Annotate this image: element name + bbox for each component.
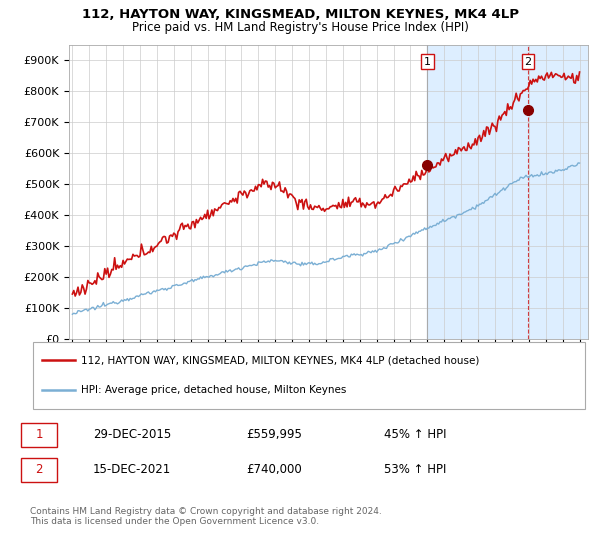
Text: 1: 1	[35, 428, 43, 441]
Text: 29-DEC-2015: 29-DEC-2015	[93, 428, 171, 441]
Text: 53% ↑ HPI: 53% ↑ HPI	[384, 463, 446, 476]
Text: 2: 2	[35, 463, 43, 476]
Bar	[427, 45, 596, 339]
Text: £740,000: £740,000	[246, 463, 302, 476]
Text: 112, HAYTON WAY, KINGSMEAD, MILTON KEYNES, MK4 4LP: 112, HAYTON WAY, KINGSMEAD, MILTON KEYNE…	[82, 8, 518, 21]
Text: Price paid vs. HM Land Registry's House Price Index (HPI): Price paid vs. HM Land Registry's House …	[131, 21, 469, 34]
Text: £559,995: £559,995	[246, 428, 302, 441]
Text: 15-DEC-2021: 15-DEC-2021	[93, 463, 171, 476]
Text: HPI: Average price, detached house, Milton Keynes: HPI: Average price, detached house, Milt…	[81, 385, 346, 395]
Text: 112, HAYTON WAY, KINGSMEAD, MILTON KEYNES, MK4 4LP (detached house): 112, HAYTON WAY, KINGSMEAD, MILTON KEYNE…	[81, 355, 479, 365]
Text: 1: 1	[424, 57, 431, 67]
Text: 45% ↑ HPI: 45% ↑ HPI	[384, 428, 446, 441]
Text: Contains HM Land Registry data © Crown copyright and database right 2024.
This d: Contains HM Land Registry data © Crown c…	[30, 507, 382, 526]
Text: 2: 2	[524, 57, 532, 67]
